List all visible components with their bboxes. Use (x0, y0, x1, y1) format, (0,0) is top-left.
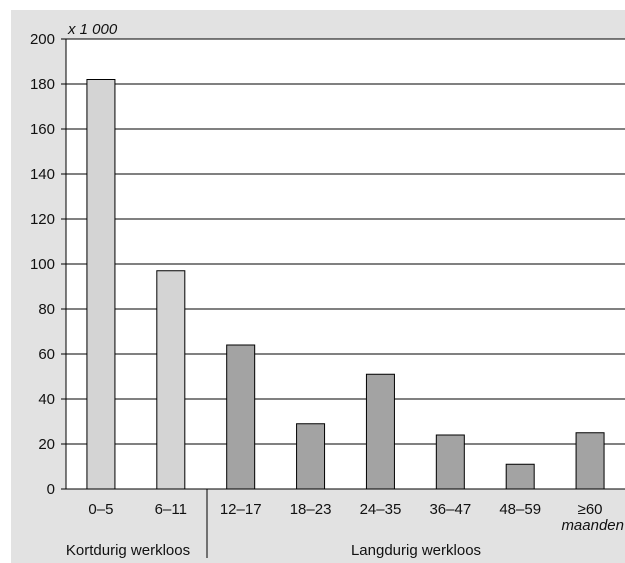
y-tick-label: 60 (38, 346, 55, 363)
x-tick-label: 0–5 (88, 501, 113, 518)
y-tick-label: 180 (30, 76, 55, 93)
x-unit-label: maanden (561, 517, 624, 534)
y-tick-labels: 0 20 40 60 80 100 120 140 160 180 200 (30, 31, 55, 498)
x-tick-label: 36–47 (429, 501, 471, 518)
x-tick-label: 18–23 (290, 501, 332, 518)
title-strip (0, 0, 625, 10)
group-label-long-term: Langdurig werkloos (351, 542, 481, 559)
bar-7 (575, 432, 605, 490)
y-tick-label: 140 (30, 166, 55, 183)
y-unit-label: x 1 000 (67, 21, 118, 38)
x-tick-label: 6–11 (155, 501, 187, 518)
y-tick-label: 20 (38, 436, 55, 453)
y-tick-label: 200 (30, 31, 55, 48)
bar-3 (296, 423, 326, 490)
bar-0 (86, 79, 116, 490)
x-tick-label: 24–35 (360, 501, 402, 518)
x-tick-labels: 0–5 6–11 12–17 18–23 24–35 36–47 48–59 ≥60 (88, 501, 602, 518)
bar-6 (505, 463, 535, 490)
bar-1 (156, 270, 186, 490)
bars (86, 79, 605, 490)
group-label-short-term: Kortdurig werkloos (66, 542, 190, 559)
y-tick-label: 160 (30, 121, 55, 138)
y-tick-label: 40 (38, 391, 55, 408)
bar-5 (435, 434, 465, 490)
y-tick-label: 0 (47, 481, 55, 498)
y-tick-label: 100 (30, 256, 55, 273)
x-tick-label: 12–17 (220, 501, 262, 518)
y-tick-label: 120 (30, 211, 55, 228)
x-tick-label: ≥60 (578, 501, 603, 518)
bar-4 (365, 373, 395, 490)
y-tick-label: 80 (38, 301, 55, 318)
bar-2 (226, 344, 256, 490)
x-tick-label: 48–59 (499, 501, 541, 518)
